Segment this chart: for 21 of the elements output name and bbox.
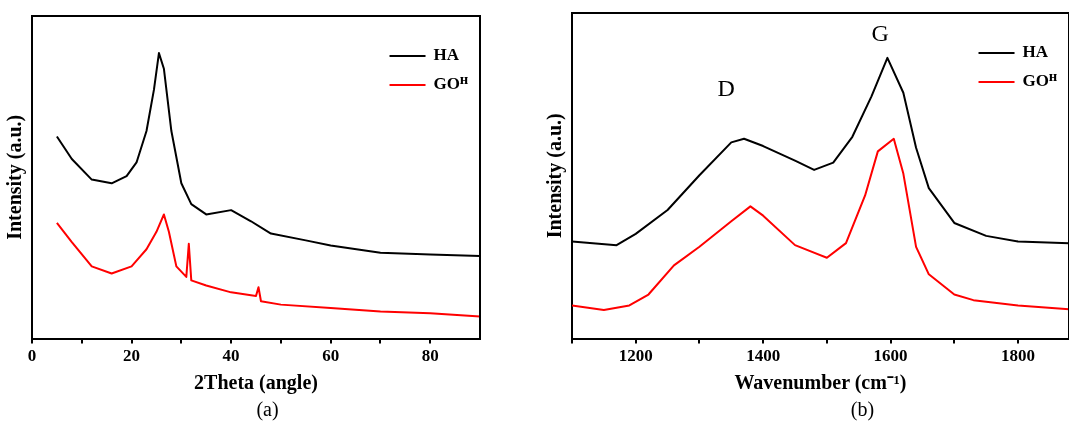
x-tick-label: 20: [123, 346, 141, 366]
text: G: [871, 20, 889, 47]
x-axis-title: Wavenumber (cm⁻¹): [734, 371, 907, 395]
x-tick-label: 60: [322, 346, 340, 366]
x-tick-label: 1400: [746, 346, 781, 366]
x-tick-label: 1600: [873, 346, 908, 366]
legend-label: GOᴴ: [433, 74, 469, 94]
x-tick-label: 0: [27, 346, 37, 366]
x-tick-label: 1200: [618, 346, 653, 366]
x-tick-label: 80: [421, 346, 439, 366]
x-tick-label: 1800: [1001, 346, 1036, 366]
y-axis-title: Intensity (a.u.): [3, 114, 27, 240]
text: (a): [255, 398, 280, 421]
legend-label: HA: [1022, 42, 1049, 62]
legend-label: GOᴴ: [1022, 71, 1058, 91]
x-axis-title: 2Theta (angle): [194, 371, 318, 395]
annotation: D: [717, 75, 735, 102]
y-axis-title: Intensity (a.u.): [543, 113, 567, 239]
legend-label: HA: [433, 45, 460, 65]
x-tick-label: 40: [222, 346, 240, 366]
text: (b): [849, 398, 876, 421]
